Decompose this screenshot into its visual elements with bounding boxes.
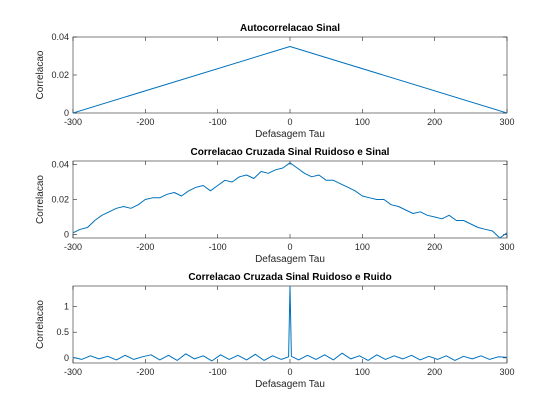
y-axis-label: Correlacao — [35, 50, 46, 99]
x-axis-label: Defasagem Tau — [255, 129, 325, 140]
y-tick-label: 0 — [64, 353, 69, 363]
x-tick-label: -100 — [209, 242, 227, 252]
x-tick-label: 300 — [499, 242, 514, 252]
subplot-3: -300 -200 -100 0 100 200 300 0 0.5 1 Correlacao Cr… — [35, 272, 515, 390]
y-tick-label: 0 — [64, 108, 69, 118]
x-tick-label: -300 — [64, 117, 82, 127]
subplot-2: -300 -200 -100 0 100 200 300 0 0.02 0.04 Correlaca… — [35, 147, 515, 265]
x-axis-label: Defasagem Tau — [255, 379, 325, 390]
x-tick-label: -100 — [209, 367, 227, 377]
y-tick-label: 1 — [64, 302, 69, 312]
x-tick-label: 200 — [427, 367, 442, 377]
x-tick-label: 0 — [287, 117, 292, 127]
series-line — [73, 286, 507, 362]
x-tick-label: 100 — [355, 117, 370, 127]
y-tick-label: 0 — [64, 230, 69, 240]
x-tick-label: 0 — [287, 242, 292, 252]
y-tick-label: 0.04 — [51, 32, 69, 42]
y-tick-label: 0.02 — [51, 195, 69, 205]
x-tick-label: 200 — [427, 117, 442, 127]
y-axis-label: Correlacao — [35, 175, 46, 224]
x-tick-label: 0 — [287, 367, 292, 377]
subplot-1: -300 -200 -100 0 100 200 300 0 0.02 0.04 Autocorre… — [35, 23, 515, 140]
x-tick-label: 300 — [499, 367, 514, 377]
series-line — [73, 162, 507, 238]
x-tick-label: 300 — [499, 117, 514, 127]
x-tick-label: 200 — [427, 242, 442, 252]
x-tick-label: -300 — [64, 367, 82, 377]
x-tick-label: 100 — [355, 367, 370, 377]
y-axis-label: Correlacao — [35, 300, 46, 349]
chart-title: Correlacao Cruzada Sinal Ruidoso e Sinal — [191, 147, 390, 158]
x-tick-label: -200 — [136, 117, 154, 127]
x-tick-label: -100 — [209, 117, 227, 127]
series-line — [73, 46, 507, 113]
y-tick-label: 0.04 — [51, 160, 69, 170]
x-tick-label: -200 — [136, 242, 154, 252]
y-tick-label: 0.02 — [51, 70, 69, 80]
chart-title: Autocorrelacao Sinal — [240, 23, 340, 34]
axes-box — [72, 36, 508, 114]
y-tick-label: 0.5 — [56, 327, 69, 337]
x-tick-label: -200 — [136, 367, 154, 377]
axes-box — [72, 160, 508, 239]
x-axis-label: Defasagem Tau — [255, 254, 325, 265]
x-tick-label: 100 — [355, 242, 370, 252]
chart-title: Correlacao Cruzada Sinal Ruidoso e Ruido — [188, 272, 391, 283]
x-tick-label: -300 — [64, 242, 82, 252]
